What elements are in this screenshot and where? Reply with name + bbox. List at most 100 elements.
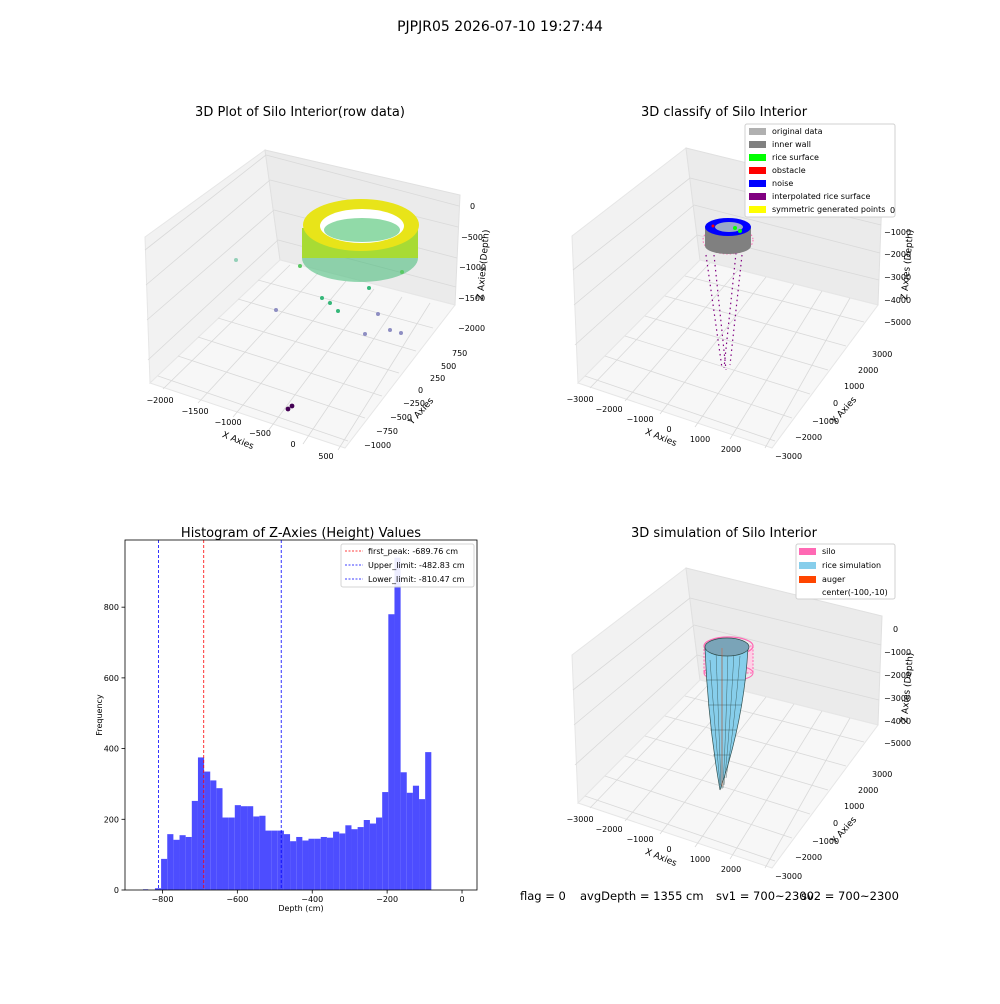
legend-label-original: original data — [772, 127, 823, 136]
histogram-bar — [314, 838, 321, 890]
histogram-bars — [142, 557, 432, 890]
histogram-bar — [412, 785, 420, 890]
raw-z-tick: −1000 — [459, 263, 486, 272]
histogram-bar — [167, 834, 174, 890]
classify-points — [702, 218, 754, 371]
simulation-z-tick: −3000 — [884, 694, 911, 703]
histogram-bar — [425, 752, 432, 890]
obstacle-point — [711, 224, 715, 228]
simulation-floor-pane — [577, 679, 879, 869]
rice-simulation-top — [704, 637, 750, 657]
rice-simulation-cone — [704, 647, 749, 791]
raw-y-tick: −500 — [390, 413, 412, 422]
raw-z-tick: −1500 — [458, 294, 485, 303]
raw-point — [400, 270, 404, 274]
histogram-bar — [290, 841, 297, 890]
raw-x-tick: 0 — [290, 440, 295, 449]
histogram-bar — [283, 834, 291, 890]
histogram-x-tick-label: −400 — [301, 895, 323, 904]
simulation-y-tick: −3000 — [775, 872, 802, 881]
classify-y-ticks: −3000 −2000 −1000 0 1000 2000 3000 — [775, 350, 892, 461]
raw-scatter-cloud — [234, 199, 419, 412]
legend-swatch-inner-wall — [749, 141, 766, 148]
classify-x-label: X Axies — [643, 427, 678, 449]
legend-swatch-interpolated — [749, 193, 766, 200]
raw-point — [376, 312, 380, 316]
classify-y-tick: −1000 — [812, 417, 839, 426]
raw-x-tick: −1500 — [181, 407, 208, 416]
histogram-y-tick-label: 400 — [104, 745, 119, 754]
legend-label-symmetric: symmetric generated points — [772, 205, 885, 214]
inner-wall-bottom — [705, 238, 751, 254]
classify-x-ticks: −3000 −2000 −1000 0 1000 2000 — [566, 395, 741, 454]
histogram-bar — [271, 830, 278, 890]
raw-point — [388, 328, 392, 332]
simulation-x-tick: 1000 — [690, 855, 710, 864]
classify-x-tick: 2000 — [721, 445, 741, 454]
raw-point — [320, 296, 324, 300]
histogram-bar — [240, 806, 248, 890]
simulation-x-tick: −3000 — [566, 815, 593, 824]
raw-y-tick: 750 — [452, 349, 467, 358]
legend-swatch-rice-surface — [749, 154, 766, 161]
histogram-x-ticks: −800 −600 −400 −200 0 — [151, 890, 465, 904]
simulation-x-tick: 2000 — [721, 865, 741, 874]
histogram-bar — [210, 780, 217, 890]
simulation-z-tick: −1000 — [884, 648, 911, 657]
raw-z-ticks: −2000 −1500 −1000 −500 0 — [458, 202, 486, 333]
simulation-legend-box — [795, 543, 896, 600]
histogram-bar — [308, 838, 315, 890]
classify-z-ticks: −5000 −4000 −3000 −2000 −1000 0 — [884, 206, 911, 327]
histogram-bar — [333, 831, 340, 890]
symmetric-ring-outer — [702, 225, 754, 255]
histogram-legend-box — [340, 543, 475, 588]
simulation-x-tick: −1000 — [626, 835, 653, 844]
classify-x-tick: −1000 — [626, 415, 653, 424]
legend-swatch-noise — [749, 180, 766, 187]
raw-floor-pane — [149, 259, 456, 449]
raw-point — [367, 286, 371, 290]
simulation-z-tick: −4000 — [884, 717, 911, 726]
raw-x-tick: −500 — [249, 429, 271, 438]
raw-point — [274, 308, 278, 312]
classify-z-tick: −4000 — [884, 296, 911, 305]
legend-label-noise: noise — [772, 179, 793, 188]
histogram-bar — [191, 800, 198, 890]
legend-swatch-silo — [799, 548, 816, 555]
raw-y-tick: −250 — [403, 399, 425, 408]
classify-legend: original data inner wall rice surface ob… — [744, 123, 896, 218]
simulation-y-tick: 1000 — [844, 802, 864, 811]
histogram-bar — [376, 817, 383, 890]
histogram-bar — [326, 837, 334, 890]
histogram-bar — [216, 788, 223, 890]
raw-x-ticks: −2000 −1500 −1000 −500 0 500 — [146, 396, 333, 461]
histogram-y-tick-label: 0 — [114, 886, 119, 895]
legend-label-rice-surface: rice surface — [772, 153, 819, 162]
histogram-bar — [382, 792, 389, 890]
simulation-legend: silo rice simulation auger center(-100,-… — [795, 543, 896, 600]
histogram-bar — [228, 817, 235, 890]
raw-x-tick: −2000 — [146, 396, 173, 405]
raw-point — [285, 406, 291, 412]
simulation-x-ticks: −3000 −2000 −1000 0 1000 2000 — [566, 815, 741, 874]
raw-point — [336, 309, 340, 313]
histogram-bar — [253, 816, 260, 890]
histogram-legend: first_peak: -689.76 cm Upper_limit: -482… — [340, 543, 475, 588]
histogram-bar — [302, 840, 309, 890]
legend-label-obstacle: obstacle — [772, 166, 806, 175]
histogram-bar — [369, 823, 377, 890]
histogram-bar — [363, 820, 370, 890]
legend-label-first-peak: first_peak: -689.76 cm — [368, 547, 458, 556]
panel-histogram: Histogram of Z-Axies (Height) Values −80… — [95, 526, 478, 913]
raw-z-tick: −500 — [461, 233, 483, 242]
simulation-y-tick: −2000 — [795, 853, 822, 862]
legend-label-auger: auger — [822, 575, 846, 584]
raw-title: 3D Plot of Silo Interior(row data) — [195, 105, 405, 120]
classify-z-tick: −1000 — [884, 228, 911, 237]
classify-y-tick: 2000 — [858, 366, 878, 375]
histogram-bar — [197, 757, 205, 890]
simulation-y-tick: −1000 — [812, 837, 839, 846]
raw-point — [363, 332, 367, 336]
histogram-bar — [320, 836, 327, 890]
classify-y-tick: 3000 — [872, 350, 892, 359]
